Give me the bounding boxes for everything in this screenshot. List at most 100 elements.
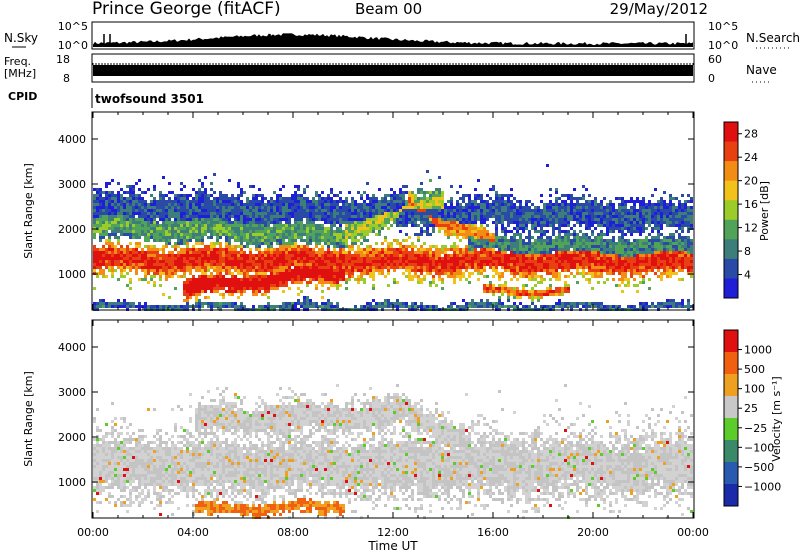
heatmap-cell [258, 269, 261, 272]
heatmap-cell [579, 251, 582, 254]
heatmap-cell [276, 233, 279, 236]
heatmap-cell [99, 305, 102, 308]
heatmap-cell [552, 227, 555, 230]
heatmap-cell [570, 200, 573, 203]
heatmap-cell [102, 197, 105, 200]
heatmap-cell [405, 260, 408, 263]
heatmap-cell [417, 191, 420, 194]
heatmap-cell [162, 305, 165, 308]
heatmap-cell [456, 215, 459, 218]
heatmap-cell [141, 224, 144, 227]
heatmap-cell [195, 278, 198, 281]
heatmap-cell [432, 191, 435, 194]
heatmap-cell [552, 206, 555, 209]
heatmap-cell [111, 206, 114, 209]
heatmap-cell [552, 203, 555, 206]
heatmap-cell [552, 266, 555, 269]
heatmap-cell [567, 251, 570, 254]
heatmap-cell [159, 203, 162, 206]
heatmap-cell [177, 275, 180, 278]
heatmap-cell [504, 215, 507, 218]
heatmap-cell [492, 257, 495, 260]
heatmap-cell [207, 266, 210, 269]
heatmap-cell [573, 215, 576, 218]
heatmap-cell [390, 197, 393, 200]
heatmap-cell [420, 221, 423, 224]
heatmap-cell [264, 248, 267, 251]
heatmap-cell [465, 221, 468, 224]
heatmap-cell [102, 191, 105, 194]
heatmap-cell [300, 281, 303, 284]
heatmap-cell [234, 287, 237, 290]
heatmap-cell [234, 212, 237, 215]
heatmap-cell [366, 305, 369, 308]
heatmap-cell [198, 221, 201, 224]
heatmap-cell [471, 227, 474, 230]
heatmap-cell [189, 209, 192, 212]
heatmap-cell [144, 302, 147, 305]
heatmap-cell [123, 266, 126, 269]
heatmap-cell [345, 242, 348, 245]
heatmap-cell [273, 287, 276, 290]
heatmap-cell [228, 251, 231, 254]
heatmap-cell [558, 242, 561, 245]
heatmap-cell [369, 230, 372, 233]
heatmap-cell [273, 203, 276, 206]
heatmap-cell [108, 233, 111, 236]
heatmap-cell [165, 269, 168, 272]
heatmap-cell [267, 278, 270, 281]
heatmap-cell [174, 233, 177, 236]
heatmap-cell [123, 209, 126, 212]
heatmap-cell [168, 266, 171, 269]
heatmap-cell [441, 257, 444, 260]
heatmap-cell [537, 257, 540, 260]
heatmap-cell [300, 278, 303, 281]
heatmap-cell [492, 236, 495, 239]
heatmap-cell [279, 221, 282, 224]
heatmap-cell [378, 257, 381, 260]
heatmap-cell [471, 233, 474, 236]
heatmap-cell [219, 260, 222, 263]
heatmap-cell [426, 212, 429, 215]
heatmap-cell [252, 281, 255, 284]
heatmap-cell [411, 251, 414, 254]
heatmap-cell [162, 272, 165, 275]
heatmap-cell [522, 221, 525, 224]
heatmap-cell [327, 206, 330, 209]
heatmap-cell [450, 272, 453, 275]
heatmap-cell [471, 236, 474, 239]
heatmap-cell [117, 248, 120, 251]
heatmap-cell [291, 278, 294, 281]
heatmap-cell [315, 212, 318, 215]
heatmap-cell [297, 227, 300, 230]
heatmap-cell [189, 266, 192, 269]
heatmap-cell [495, 197, 498, 200]
heatmap-cell [252, 197, 255, 200]
heatmap-cell [177, 233, 180, 236]
heatmap-cell [447, 212, 450, 215]
heatmap-cell [354, 239, 357, 242]
heatmap-cell [555, 209, 558, 212]
heatmap-cell [468, 263, 471, 266]
heatmap-cell [447, 257, 450, 260]
heatmap-cell [156, 224, 159, 227]
heatmap-cell [318, 233, 321, 236]
heatmap-cell [369, 248, 372, 251]
heatmap-cell [432, 203, 435, 206]
heatmap-cell [492, 233, 495, 236]
heatmap-cell [426, 230, 429, 233]
heatmap-cell [327, 242, 330, 245]
heatmap-cell [120, 302, 123, 305]
heatmap-cell [261, 236, 264, 239]
heatmap-cell [219, 230, 222, 233]
heatmap-cell [372, 215, 375, 218]
heatmap-cell [516, 272, 519, 275]
heatmap-cell [417, 209, 420, 212]
heatmap-cell [114, 251, 117, 254]
heatmap-cell [276, 284, 279, 287]
heatmap-cell [186, 212, 189, 215]
heatmap-cell [471, 212, 474, 215]
heatmap-cell [144, 257, 147, 260]
heatmap-cell [402, 212, 405, 215]
heatmap-cell [282, 230, 285, 233]
